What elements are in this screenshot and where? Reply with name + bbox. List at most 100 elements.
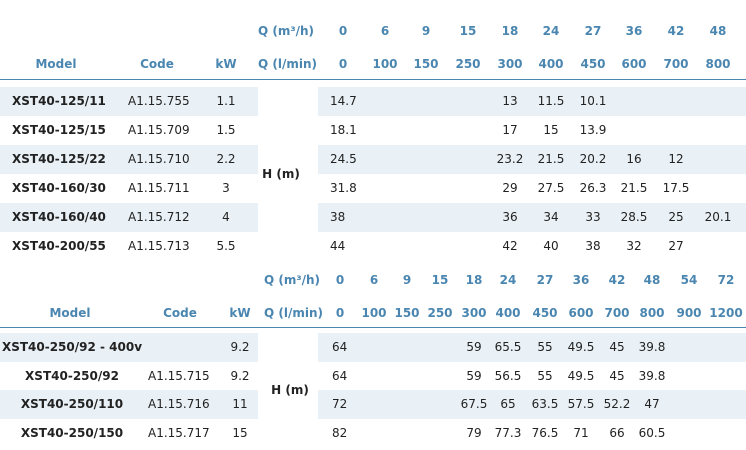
- head-value: 16: [626, 152, 642, 166]
- q-m3h-value: 42: [608, 273, 626, 287]
- row-band: [0, 87, 258, 116]
- kw-cell: 1.1: [216, 94, 236, 108]
- head-value: 49.5: [567, 368, 595, 383]
- head-value: 71: [573, 425, 589, 440]
- row-band: [0, 333, 258, 362]
- row-band: [318, 333, 746, 362]
- code-header: Code: [163, 306, 197, 320]
- row-band: [318, 145, 746, 174]
- head-value: 64: [332, 340, 348, 354]
- kw-header: kW: [229, 306, 251, 320]
- model-cell: XST40-250/92: [25, 368, 119, 383]
- code-cell: A1.15.716: [148, 397, 210, 411]
- model-cell: XST40-125/15: [12, 123, 106, 137]
- head-value: 24.5: [330, 152, 357, 166]
- head-value: 18.1: [330, 123, 357, 137]
- head-value: 33: [585, 210, 601, 224]
- head-value: 13.9: [579, 123, 607, 137]
- q-m3h-value: 0: [338, 24, 348, 38]
- q-lmin-value: 800: [639, 306, 665, 320]
- header-rule: [0, 79, 746, 80]
- head-value: 20.1: [704, 210, 732, 224]
- head-value: 15: [543, 123, 559, 137]
- q-m3h-value: 72: [717, 273, 735, 287]
- q-lmin-value: 0: [335, 306, 345, 320]
- head-value: 38: [330, 210, 346, 224]
- model-cell: XST40-125/22: [12, 152, 106, 166]
- q-lmin-value: 400: [538, 57, 564, 71]
- q-m3h-label: Q (m³/h): [258, 24, 315, 38]
- head-value: 55: [537, 340, 553, 354]
- q-lmin-value: 0: [338, 57, 348, 71]
- head-value: 21.5: [537, 152, 565, 166]
- head-value: 12: [668, 152, 684, 166]
- kw-cell: 1.5: [216, 123, 236, 137]
- head-value: 38: [585, 239, 601, 253]
- head-value: 65: [500, 397, 516, 411]
- head-value: 29: [502, 181, 518, 195]
- head-label: H (m): [262, 167, 300, 181]
- head-value: 31.8: [330, 181, 357, 195]
- q-m3h-label: Q (m³/h): [264, 273, 321, 287]
- model-cell: XST40-250/92 - 400v: [1, 340, 143, 354]
- head-value: 23.2: [496, 152, 524, 166]
- head-value: 63.5: [531, 397, 559, 411]
- head-value: 34: [543, 210, 559, 224]
- q-m3h-value: 36: [572, 273, 590, 287]
- q-m3h-value: 15: [431, 273, 449, 287]
- q-lmin-value: 250: [427, 306, 453, 320]
- q-lmin-value: 1200: [709, 306, 743, 320]
- head-value: 44: [330, 239, 346, 253]
- head-value: 28.5: [620, 210, 648, 224]
- kw-cell: 15: [232, 425, 248, 440]
- code-cell: A1.15.712: [128, 210, 190, 224]
- head-value: 45: [609, 368, 625, 383]
- head-value: 40: [543, 239, 559, 253]
- head-value: 60.5: [638, 425, 666, 440]
- head-value: 42: [502, 239, 518, 253]
- head-value: 66: [609, 425, 625, 440]
- code-cell: A1.15.710: [128, 152, 190, 166]
- head-value: 57.5: [567, 397, 595, 411]
- head-value: 26.3: [579, 181, 607, 195]
- q-lmin-value: 150: [394, 306, 420, 320]
- q-lmin-value: 800: [705, 57, 731, 71]
- head-value: 72: [332, 397, 348, 411]
- head-value: 45: [609, 340, 625, 354]
- head-value: 79: [466, 425, 482, 440]
- q-lmin-value: 600: [568, 306, 594, 320]
- head-value: 17.5: [662, 181, 690, 195]
- head-value: 20.2: [579, 152, 607, 166]
- q-m3h-value: 42: [667, 24, 685, 38]
- head-value: 10.1: [579, 94, 607, 108]
- row-band: [318, 390, 746, 419]
- code-header: Code: [140, 57, 174, 71]
- q-m3h-value: 27: [584, 24, 602, 38]
- q-lmin-value: 300: [461, 306, 487, 320]
- code-cell: A1.15.715: [148, 368, 210, 383]
- head-value: 76.5: [531, 425, 559, 440]
- q-m3h-value: 36: [625, 24, 643, 38]
- q-m3h-value: 18: [465, 273, 483, 287]
- head-label: H (m): [271, 383, 309, 397]
- head-value: 64: [332, 368, 348, 383]
- q-m3h-value: 9: [421, 24, 431, 38]
- q-lmin-value: 450: [580, 57, 606, 71]
- q-lmin-value: 250: [455, 57, 481, 71]
- q-m3h-value: 48: [709, 24, 727, 38]
- q-m3h-value: 0: [335, 273, 345, 287]
- q-m3h-value: 6: [369, 273, 379, 287]
- q-lmin-value: 100: [361, 306, 387, 320]
- head-value: 56.5: [494, 368, 522, 383]
- head-value: 59: [466, 340, 482, 354]
- q-m3h-value: 54: [680, 273, 698, 287]
- head-value: 49.5: [567, 340, 595, 354]
- head-value: 55: [537, 368, 553, 383]
- q-lmin-value: 150: [413, 57, 439, 71]
- head-value: 27: [668, 239, 684, 253]
- row-band: [0, 145, 258, 174]
- model-cell: XST40-250/110: [20, 397, 124, 411]
- kw-cell: 9.2: [230, 368, 250, 383]
- q-lmin-value: 300: [497, 57, 523, 71]
- q-lmin-value: 900: [676, 306, 702, 320]
